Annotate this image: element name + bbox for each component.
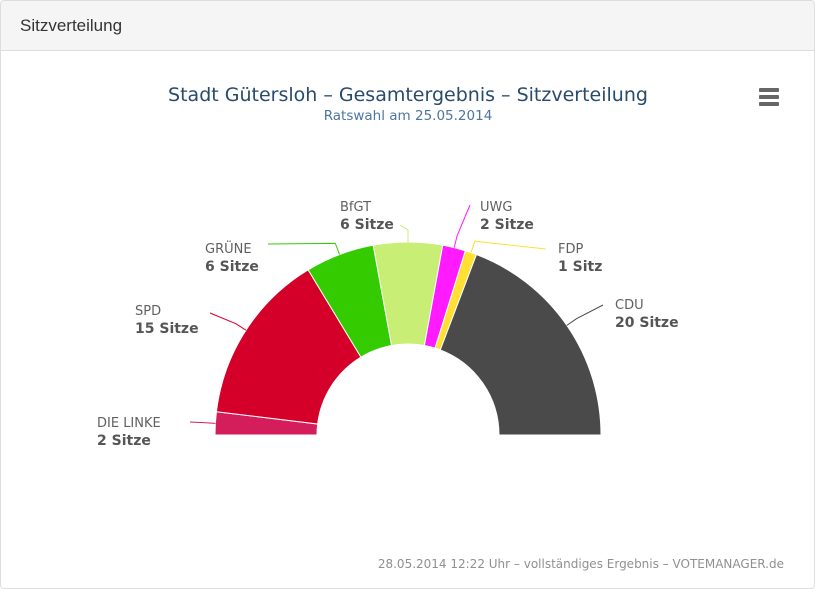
connector-die-linke — [189, 421, 216, 424]
slice-label-seats: 15 Sitze — [135, 321, 199, 337]
slice-label-name: BfGT — [340, 200, 371, 215]
slice-label-name: FDP — [558, 242, 583, 257]
chart-slices — [214, 241, 602, 436]
chart-labels: DIE LINKE 2 Sitze SPD 15 Sitze GRÜNE 6 Sitze B… — [97, 200, 679, 449]
slice-cdu[interactable] — [439, 253, 602, 436]
slice-label-seats: 6 Sitze — [340, 217, 394, 233]
slice-spd[interactable] — [215, 269, 362, 425]
slice-label-seats: 20 Sitze — [615, 315, 679, 331]
chart-credits[interactable]: 28.05.2014 12:22 Uhr – vollständiges Erg… — [377, 557, 784, 571]
connector-spd — [209, 312, 247, 331]
slice-label-name: DIE LINKE — [97, 416, 161, 431]
slice-label-name: SPD — [135, 304, 161, 319]
slice-label-name: CDU — [615, 298, 644, 313]
slice-label-name: GRÜNE — [205, 240, 252, 257]
slice-label-seats: 6 Sitze — [205, 259, 259, 275]
chart-title: Stadt Gütersloh – Gesamtergebnis – Sitzv… — [168, 84, 648, 106]
connector-cdu — [566, 304, 604, 326]
hamburger-menu-icon[interactable] — [756, 86, 782, 108]
slice-label-seats: 1 Sitz — [558, 259, 602, 275]
connector-grüne — [267, 242, 341, 255]
panel-title: Sitzverteilung — [1, 1, 814, 51]
slice-label-name: UWG — [480, 200, 512, 215]
slice-label-seats: 2 Sitze — [480, 217, 534, 233]
connector-uwg — [453, 204, 471, 248]
connector-bfgt — [399, 224, 409, 242]
connector-fdp — [470, 240, 547, 253]
chart-subtitle: Ratswahl am 25.05.2014 — [324, 108, 493, 124]
slice-label-seats: 2 Sitze — [97, 433, 151, 449]
